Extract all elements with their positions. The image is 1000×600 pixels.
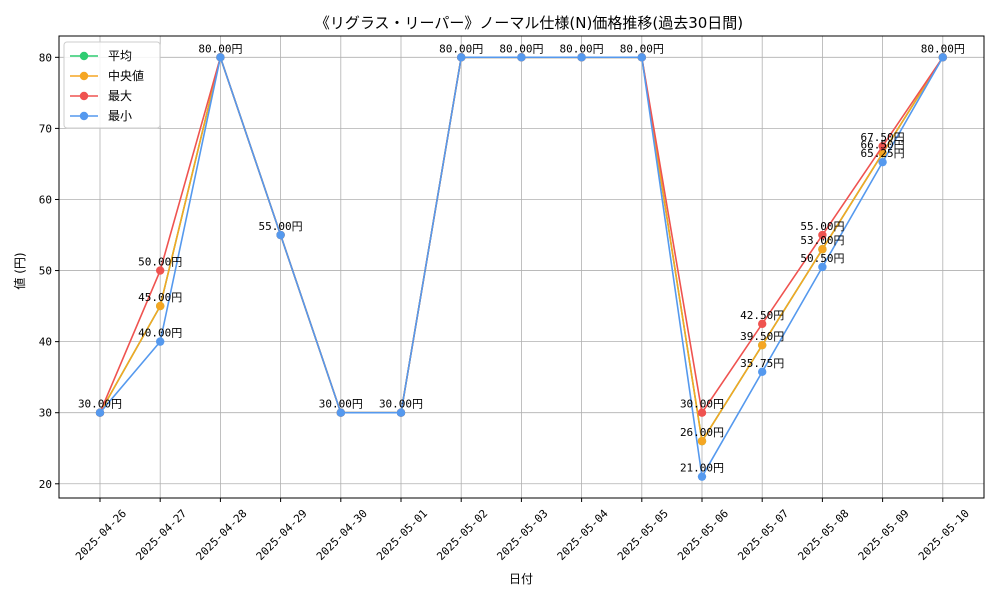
data-label: 55.00円 (800, 220, 844, 233)
data-point (156, 337, 165, 346)
x-tick-label: 2025-05-03 (494, 507, 550, 563)
data-label: 66.50円 (861, 138, 905, 151)
y-tick-label: 80 (39, 51, 52, 64)
legend-label: 最小 (108, 109, 132, 123)
y-tick-label: 30 (39, 407, 52, 420)
data-point (336, 408, 345, 417)
data-label: 30.00円 (78, 398, 122, 411)
legend-label: 中央値 (108, 68, 144, 83)
legend-box (63, 41, 161, 129)
x-tick-label: 2025-04-27 (133, 507, 189, 563)
data-point (758, 367, 767, 377)
x-tick-label: 2025-05-01 (374, 507, 430, 563)
data-point (216, 53, 225, 62)
legend-swatch-marker (79, 51, 89, 61)
legend-swatch-marker (79, 91, 89, 101)
legend-swatch-marker (79, 71, 89, 81)
data-point (758, 340, 767, 350)
legend-label: 最大 (108, 89, 132, 103)
data-point (396, 408, 406, 417)
y-tick-label: 70 (39, 122, 52, 135)
x-tick-label: 2025-05-09 (856, 507, 912, 563)
data-point (276, 230, 285, 240)
data-point (758, 319, 767, 329)
data-label: 80.00円 (499, 42, 543, 55)
data-label: 39.50円 (740, 330, 784, 343)
data-label: 21.00円 (680, 462, 724, 475)
data-label: 30.00円 (680, 398, 724, 411)
x-tick-label: 2025-05-02 (434, 507, 490, 563)
data-point (878, 157, 887, 167)
data-point (697, 472, 707, 481)
data-point (818, 245, 827, 254)
x-tick-label: 2025-05-04 (555, 507, 611, 563)
data-label: 80.00円 (560, 42, 604, 55)
data-point (577, 53, 586, 62)
data-label: 80.00円 (620, 42, 664, 55)
x-tick-label: 2025-04-26 (73, 507, 129, 563)
data-point (818, 230, 827, 240)
data-label: 30.00円 (379, 398, 423, 411)
data-label: 30.00円 (319, 398, 363, 411)
y-tick-label: 60 (39, 193, 52, 206)
data-label: 45.00円 (138, 291, 182, 304)
data-label: 50.00円 (138, 256, 182, 269)
data-point (878, 149, 887, 158)
y-axis-label: 値 (円) (12, 252, 27, 289)
data-label: 35.75円 (740, 357, 784, 370)
x-tick-label: 2025-05-10 (916, 507, 972, 563)
data-point (878, 141, 887, 151)
data-label: 67.50円 (861, 131, 905, 144)
data-label: 80.00円 (439, 42, 483, 55)
data-point (818, 262, 827, 272)
data-label: 53.00円 (800, 234, 844, 247)
data-point (156, 266, 165, 275)
x-tick-label: 2025-04-28 (193, 507, 249, 563)
y-tick-label: 50 (39, 265, 52, 278)
data-label: 50.50円 (800, 252, 844, 265)
y-tick-label: 40 (39, 336, 52, 349)
data-point (457, 53, 466, 62)
data-point (637, 53, 646, 62)
x-tick-label: 2025-04-30 (314, 507, 370, 563)
x-tick-label: 2025-04-29 (254, 507, 310, 563)
data-label: 55.00円 (259, 220, 303, 233)
data-label: 80.00円 (198, 42, 242, 55)
legend-label: 平均 (108, 49, 132, 63)
data-point (697, 408, 707, 417)
x-tick-label: 2025-05-05 (615, 507, 671, 563)
legend-swatch-marker (79, 111, 89, 121)
y-tick-label: 20 (39, 478, 52, 491)
data-label: 80.00円 (921, 42, 965, 55)
data-point (517, 53, 526, 62)
x-tick-label: 2025-05-08 (795, 507, 851, 563)
data-label: 40.00円 (138, 327, 182, 340)
x-axis-label: 日付 (509, 572, 533, 586)
data-point (156, 301, 165, 311)
data-point (95, 408, 105, 417)
chart-title: 《リグラス・リーパー》ノーマル仕様(N)価格推移(過去30日間) (315, 14, 743, 32)
data-point (697, 436, 707, 446)
x-tick-label: 2025-05-06 (675, 507, 731, 563)
data-point (938, 53, 947, 62)
data-label: 26.00円 (680, 426, 724, 439)
x-tick-label: 2025-05-07 (735, 507, 791, 563)
data-label: 42.50円 (740, 309, 784, 322)
data-label: 65.25円 (861, 147, 905, 160)
